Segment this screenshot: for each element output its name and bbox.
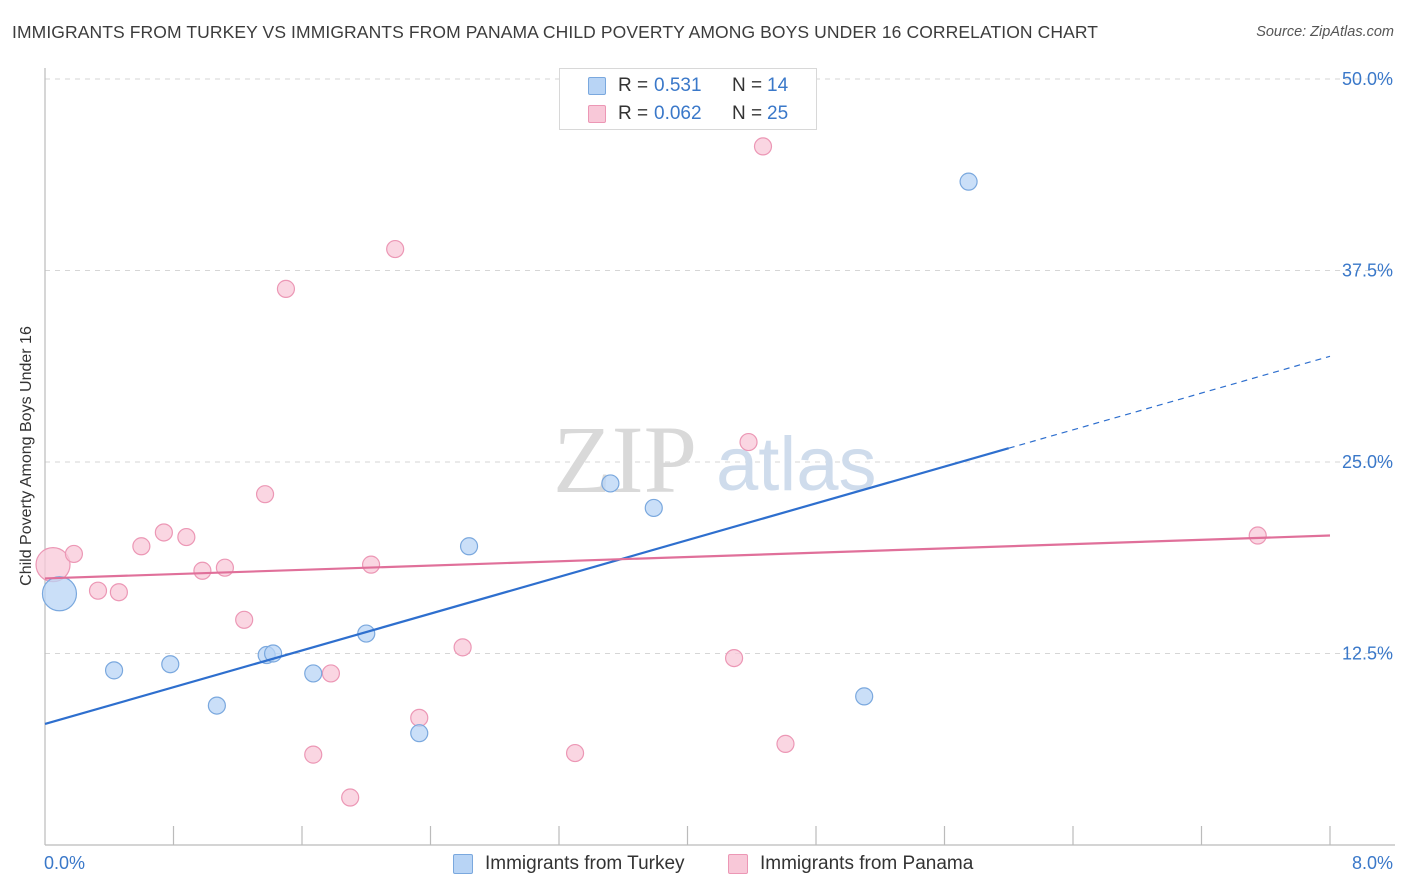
correlation-legend: R = 0.531 N = 14 R = 0.062 N = 25 xyxy=(559,68,817,130)
source-note: Source: ZipAtlas.com xyxy=(1256,24,1394,40)
panama-point xyxy=(1248,526,1267,545)
panama-point xyxy=(276,279,296,298)
turkey-trend-line xyxy=(44,447,1010,726)
panama-point xyxy=(341,788,360,807)
legend-label-turkey: Immigrants from Turkey xyxy=(485,853,685,874)
panama-swatch xyxy=(588,105,606,123)
y-tick-label: 50.0% xyxy=(1342,69,1393,89)
turkey-point xyxy=(855,687,874,706)
panama-point xyxy=(304,745,323,764)
panama-point xyxy=(321,664,341,683)
watermark: ZIP atlas xyxy=(553,406,877,513)
grid-layer xyxy=(45,78,1395,654)
panama-point xyxy=(386,239,405,259)
turkey-point xyxy=(644,498,663,518)
turkey-point xyxy=(959,172,978,191)
panama-point xyxy=(453,638,472,657)
panama-point xyxy=(753,137,773,156)
panama-trend-line xyxy=(44,534,1331,580)
turkey-point xyxy=(601,474,620,493)
turkey-swatch xyxy=(453,854,473,874)
y-tick-label: 25.0% xyxy=(1342,452,1393,472)
turkey-point xyxy=(104,661,124,680)
r-label: R = xyxy=(618,103,649,124)
y-tick-label: 37.5% xyxy=(1342,261,1393,281)
panama-point xyxy=(255,485,275,504)
r-label: R = xyxy=(618,75,649,96)
legend-row-panama: R = 0.062 N = 25 xyxy=(560,101,816,127)
watermark-zip: ZIP xyxy=(553,406,697,513)
turkey-point xyxy=(410,724,429,743)
watermark-atlas: atlas xyxy=(716,422,877,507)
tick-label-layer: 12.5% 25.0% 37.5% 50.0% 0.0% 8.0% xyxy=(44,69,1393,873)
r-value: 0.062 xyxy=(654,103,702,124)
panama-point xyxy=(132,537,151,556)
x-tick-label: 0.0% xyxy=(44,853,85,873)
n-value: 25 xyxy=(767,103,789,124)
panama-point xyxy=(177,527,196,547)
turkey-swatch xyxy=(588,77,606,95)
turkey-trend-extension xyxy=(1008,355,1331,449)
n-value: 14 xyxy=(767,75,789,96)
series-legend: Immigrants from Turkey Immigrants from P… xyxy=(0,851,1406,877)
panama-point xyxy=(88,581,108,600)
y-tick-label: 12.5% xyxy=(1342,644,1393,664)
panama-point xyxy=(193,561,212,580)
panama-swatch xyxy=(728,854,748,874)
panama-point xyxy=(235,610,254,629)
panama-point xyxy=(565,743,585,763)
trend-layer xyxy=(44,355,1331,726)
legend-label-panama: Immigrants from Panama xyxy=(760,853,974,874)
panama-point xyxy=(64,544,84,564)
legend-row-turkey: R = 0.531 N = 14 xyxy=(560,73,816,99)
panama-point xyxy=(109,583,128,602)
r-value: 0.531 xyxy=(654,75,702,96)
panama-point xyxy=(739,432,758,452)
turkey-point xyxy=(459,537,479,556)
axis-layer xyxy=(44,68,1395,846)
chart-title: IMMIGRANTS FROM TURKEY VS IMMIGRANTS FRO… xyxy=(12,22,1099,42)
n-label: N = xyxy=(732,75,763,96)
turkey-point xyxy=(161,655,180,674)
points-layer xyxy=(35,137,1267,807)
turkey-point xyxy=(304,664,323,683)
turkey-point xyxy=(207,696,226,715)
panama-point xyxy=(361,555,381,574)
panama-point xyxy=(154,523,173,542)
n-label: N = xyxy=(732,103,763,124)
panama-point xyxy=(410,708,429,727)
panama-point xyxy=(776,734,795,753)
turkey-point xyxy=(41,576,78,612)
y-axis-label: Child Poverty Among Boys Under 16 xyxy=(18,326,35,586)
panama-point xyxy=(724,648,744,668)
x-tick-label: 8.0% xyxy=(1352,853,1393,873)
